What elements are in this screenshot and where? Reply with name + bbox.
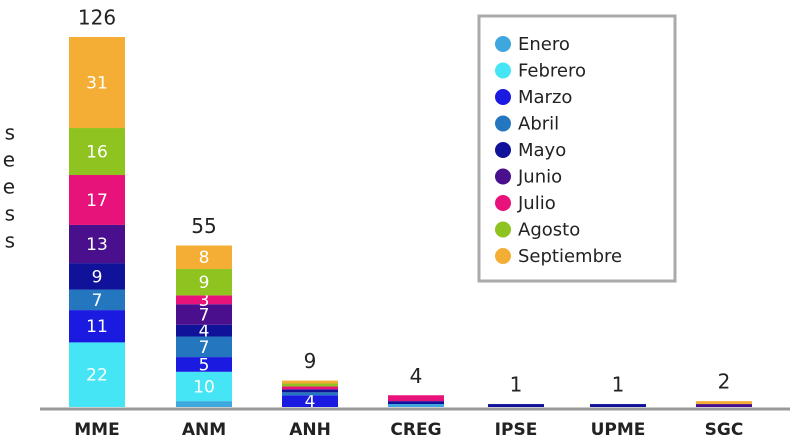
data-label: 7 [199, 306, 210, 326]
legend-label: Mayo [518, 140, 566, 161]
legend-swatch [495, 89, 511, 105]
bar-segment [176, 245, 232, 269]
legend-swatch [495, 248, 511, 264]
bar-segment [176, 304, 232, 325]
bar-segment [282, 392, 338, 396]
legend-label: Junio [517, 167, 562, 188]
bar-segment [69, 37, 125, 129]
x-tick-label: IPSE [495, 420, 538, 440]
data-label: 9 [199, 273, 210, 293]
bar-segment [488, 404, 544, 407]
annotation: e [3, 148, 15, 172]
total-label: 55 [191, 214, 216, 238]
legend-label: Septiembre [518, 246, 622, 267]
bar-segment [176, 336, 232, 358]
data-label: 16 [86, 143, 108, 163]
total-label: 1 [510, 373, 523, 397]
legend-label: Abril [518, 114, 559, 135]
data-label: 4 [199, 322, 210, 342]
total-label: 126 [78, 6, 116, 30]
data-label: 31 [86, 74, 108, 94]
legend-swatch [495, 142, 511, 158]
bar-segment [282, 395, 338, 407]
bar-segment [176, 401, 232, 407]
bar-segment [176, 371, 232, 402]
data-label: 5 [199, 355, 210, 375]
bar-segment [176, 268, 232, 296]
x-tick-label: UPME [591, 420, 646, 440]
bar-segment [69, 263, 125, 290]
legend-swatch [495, 36, 511, 52]
data-label: 9 [92, 267, 103, 287]
bar-segment [69, 310, 125, 343]
bar-segment [176, 295, 232, 305]
bar-segment [388, 401, 444, 405]
annotation: s [5, 229, 15, 253]
bar-segment [69, 224, 125, 264]
legend-label: Febrero [518, 61, 586, 82]
x-tick-label: ANM [182, 420, 226, 440]
bar-segment [388, 404, 444, 407]
bar-segment [282, 383, 338, 387]
x-tick-label: SGC [705, 420, 744, 440]
data-label: 10 [193, 377, 215, 397]
annotation: s [5, 121, 15, 145]
legend-label: Julio [517, 193, 556, 214]
data-label: 17 [86, 191, 108, 211]
bar-segment [69, 342, 125, 407]
legend-swatch [495, 115, 511, 132]
total-label: 4 [410, 364, 423, 388]
bar-segment [282, 386, 338, 390]
legend-swatch [495, 62, 511, 79]
data-label: 7 [199, 338, 210, 358]
bar-segment [696, 401, 752, 405]
x-tick-label: CREG [390, 420, 441, 440]
legend-swatch [495, 168, 511, 185]
bar-segment [176, 357, 232, 372]
legend-box [477, 14, 677, 283]
legend-label: Agosto [518, 220, 580, 241]
legend-swatch [495, 195, 511, 211]
bar-segment [282, 380, 338, 384]
total-label: 2 [718, 370, 731, 394]
annotation: s [5, 202, 15, 226]
bar-segment [590, 404, 646, 407]
data-label: 7 [92, 291, 103, 311]
data-label: 11 [86, 317, 108, 337]
x-tick-label: ANH [289, 420, 331, 440]
legend-label: Enero [518, 34, 570, 55]
total-label: 9 [304, 349, 317, 373]
data-label: 8 [199, 248, 210, 268]
x-tick-label: MME [74, 420, 119, 440]
data-label: 3 [199, 291, 210, 311]
data-label: 4 [305, 392, 316, 412]
legend-label: Marzo [518, 87, 572, 108]
annotation: e [3, 175, 15, 199]
bar-segment [69, 289, 125, 311]
bar-segment [69, 128, 125, 176]
bar-segment [282, 389, 338, 393]
data-label: 13 [86, 235, 108, 255]
total-label: 1 [612, 373, 625, 397]
legend-swatch [495, 221, 511, 238]
bar-segment [69, 175, 125, 225]
bar-segment [696, 404, 752, 407]
bar-segment [176, 324, 232, 337]
data-label: 22 [86, 366, 108, 386]
bar-segment [388, 395, 444, 402]
